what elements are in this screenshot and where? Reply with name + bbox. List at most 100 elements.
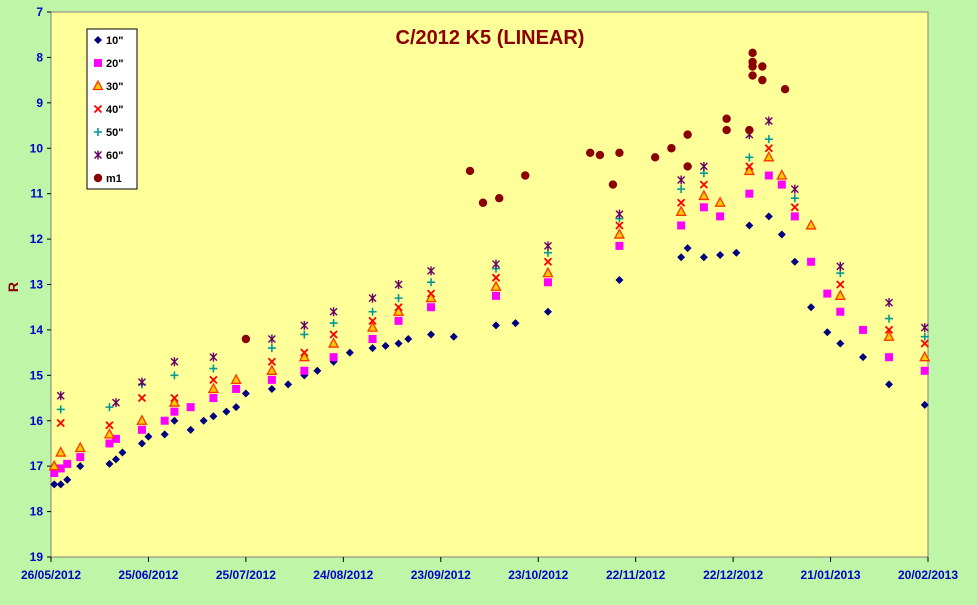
y-tick-label: 9	[36, 96, 43, 110]
data-point	[836, 339, 845, 348]
data-point	[105, 459, 114, 468]
data-point	[491, 321, 500, 330]
data-point	[823, 289, 832, 298]
x-axis: 26/05/2012 25/06/2012 25/07/2012 24/08/2012…	[21, 557, 958, 582]
data-point	[615, 275, 624, 284]
data-point	[884, 325, 894, 335]
data-point	[63, 459, 72, 468]
data-point	[543, 257, 553, 266]
data-point	[699, 161, 708, 171]
data-point	[764, 116, 773, 126]
data-point	[300, 348, 309, 357]
data-point	[136, 414, 148, 425]
data-point	[368, 316, 377, 325]
data-point	[764, 171, 773, 180]
data-point	[50, 468, 59, 477]
data-point	[716, 212, 725, 221]
data-point	[677, 185, 686, 194]
data-point	[764, 212, 773, 221]
data-point	[885, 380, 894, 389]
data-point	[207, 382, 219, 394]
x-tick-label: 25/06/2012	[118, 568, 178, 582]
data-point	[329, 307, 338, 317]
data-point	[745, 153, 754, 162]
data-point	[267, 375, 276, 384]
data-point	[168, 396, 181, 407]
data-point	[758, 75, 767, 85]
data-point	[698, 189, 710, 201]
data-point	[329, 330, 338, 339]
data-point	[491, 273, 501, 282]
data-point	[465, 166, 475, 176]
legend-box	[86, 28, 138, 190]
data-point	[170, 416, 179, 425]
data-point	[677, 175, 686, 185]
data-point	[542, 266, 554, 278]
data-point	[613, 228, 626, 239]
data-point	[366, 321, 379, 332]
data-point	[170, 393, 179, 403]
data-point	[144, 432, 153, 441]
data-point	[777, 180, 786, 189]
data-point	[675, 205, 687, 216]
data-point	[267, 344, 276, 353]
legend-marker	[94, 36, 102, 44]
data-point	[920, 339, 929, 348]
data-point	[608, 180, 618, 189]
data-point	[543, 307, 552, 316]
data-point	[394, 280, 403, 289]
data-point	[298, 350, 310, 362]
data-point	[368, 293, 377, 303]
legend-label: 50"	[106, 127, 123, 139]
y-tick-label: 8	[36, 50, 43, 64]
data-point	[105, 421, 114, 430]
data-point	[328, 337, 340, 348]
data-point	[790, 203, 799, 212]
data-point	[368, 344, 377, 353]
data-point	[209, 394, 218, 403]
data-point	[137, 425, 146, 434]
y-tick-label: 12	[30, 232, 44, 246]
data-point	[137, 377, 146, 387]
y-tick-label: 19	[30, 550, 44, 564]
series-1	[50, 171, 929, 477]
data-point	[748, 71, 757, 80]
data-point	[160, 430, 169, 439]
data-point	[50, 480, 59, 489]
series-6	[241, 48, 790, 344]
data-point	[56, 464, 65, 473]
data-point	[199, 416, 208, 425]
data-point	[615, 241, 624, 250]
data-point	[267, 357, 277, 366]
data-point	[103, 427, 116, 439]
data-point	[404, 335, 413, 343]
data-point	[105, 403, 114, 412]
data-point	[392, 305, 405, 316]
y-tick-label: 14	[30, 323, 44, 337]
data-point	[743, 164, 755, 176]
data-point	[209, 364, 218, 373]
data-point	[427, 330, 436, 339]
y-tick-label: 17	[30, 459, 44, 473]
data-point	[232, 403, 241, 412]
data-point	[186, 403, 195, 412]
legend-label: 10"	[106, 35, 123, 47]
data-point	[883, 330, 895, 341]
y-tick-label: 10	[30, 141, 44, 155]
data-point	[160, 416, 169, 425]
legend-marker	[94, 128, 102, 136]
data-point	[209, 375, 218, 385]
data-point	[748, 62, 757, 71]
data-point	[300, 366, 309, 375]
data-point	[650, 153, 660, 162]
data-point	[764, 135, 773, 144]
data-point	[745, 221, 754, 230]
data-point	[595, 150, 605, 160]
x-tick-label: 20/02/2013	[898, 568, 958, 582]
data-point	[478, 198, 488, 207]
data-point	[885, 314, 894, 323]
y-tick-label: 13	[30, 278, 44, 292]
data-point	[232, 384, 241, 393]
y-tick-label: 7	[36, 5, 43, 19]
data-point	[230, 373, 242, 385]
